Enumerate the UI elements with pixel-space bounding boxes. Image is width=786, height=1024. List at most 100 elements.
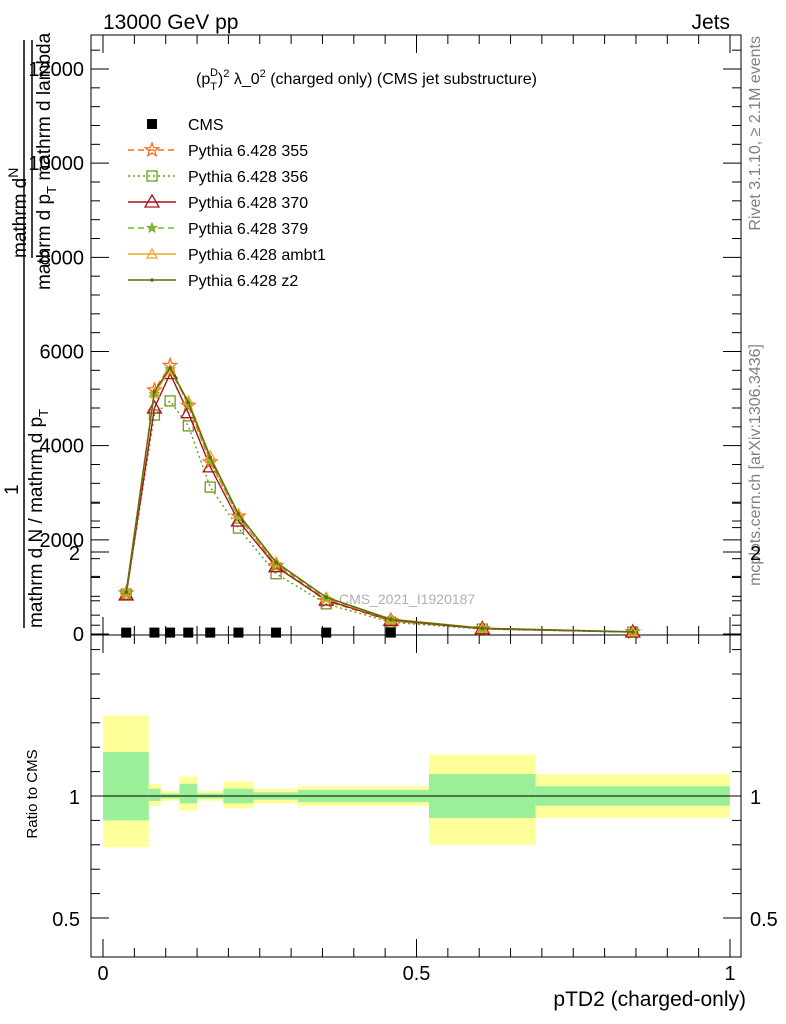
dot-marker: [480, 626, 485, 631]
cms-data-point: [205, 627, 216, 638]
ylabel-numer-dp: mathrm d p: [34, 194, 55, 290]
dot-marker: [124, 590, 128, 594]
main-y-tick-label: 12000: [28, 59, 84, 81]
cms-data-point: [121, 627, 132, 638]
title-sup3: 2: [260, 68, 266, 80]
main-y-tick-label: 4000: [40, 436, 85, 458]
cms-data-point: [271, 627, 282, 638]
ylabel-denom-text: mathrm d N / mathrm d pT: [26, 409, 51, 628]
square-marker: [270, 568, 282, 580]
ylabel-numer-N: N: [5, 168, 21, 178]
legend: CMS Pythia 6.428 355 Pythia 6.428 356 Pythi…: [128, 117, 326, 290]
x-axis-label: pTD2 (charged-only): [553, 988, 746, 1011]
title-end: (charged only) (CMS jet substructure): [266, 71, 537, 88]
square-marker: [204, 481, 216, 493]
cms-data-point: [385, 627, 396, 638]
triangle-marker: [146, 399, 163, 414]
open-triangle-marker: [148, 386, 161, 398]
plot-title: (pTD)2 λ_02 (charged only) (CMS jet subs…: [196, 67, 537, 93]
legend-label: Pythia 6.428 ambt1: [188, 247, 326, 264]
ratio-y-axis-label: Ratio to CMS: [24, 749, 41, 838]
ratio-band-inner: [148, 788, 161, 801]
dot-marker: [208, 455, 213, 460]
ratio-y-tick-label: 1: [69, 787, 80, 809]
open-triangle-marker: [204, 449, 217, 461]
x-tick-label: 1: [724, 963, 735, 985]
title-lead: (p: [196, 71, 210, 88]
ratio-y-tick-label-right: 1: [750, 787, 761, 809]
y-axis-label: mathrm dN mathrm d pT mathrm d lambda 1 …: [2, 32, 59, 628]
main-y-tick-label: 10000: [28, 153, 84, 175]
triangle-marker: [230, 512, 247, 527]
main-y-tick-label: 8000: [40, 247, 85, 269]
ratio-y-tick-label-right: 2: [750, 543, 761, 565]
cms-data-point: [321, 627, 332, 638]
dot-marker: [168, 366, 172, 370]
ratio-y-tick-label: 2: [69, 543, 80, 565]
legend-label: Pythia 6.428 370: [188, 195, 308, 212]
small-star-marker: [145, 221, 159, 234]
title-sup1: D: [210, 67, 218, 79]
energy-label: 13000 GeV pp: [103, 11, 238, 34]
x-axis: 0 0.5 1: [97, 35, 736, 985]
open-triangle-marker: [320, 591, 333, 602]
star-marker: [143, 141, 161, 158]
analysis-watermark: CMS_2021_I1920187: [339, 591, 475, 607]
cms-data-point: [165, 627, 176, 638]
ratio-bands: [103, 715, 730, 848]
dot-marker: [236, 512, 241, 516]
open-triangle-marker: [182, 394, 195, 406]
square-marker: [164, 395, 176, 407]
cms-data-point: [233, 627, 244, 638]
ratio-y-tick-label: 0.5: [52, 909, 80, 931]
title-sup2: 2: [223, 68, 229, 80]
ylabel-numer-denom: mathrm d pT mathrm d lambda: [34, 32, 59, 290]
open-triangle-marker: [145, 247, 159, 259]
open-triangle-marker: [270, 555, 283, 567]
main-y-tick-label: 0: [73, 624, 84, 646]
main-y-axis: 0 2000 4000 6000 8000 10000 12000: [28, 49, 741, 646]
ylabel-numer-d: mathrm d: [10, 178, 31, 258]
triangle-marker: [143, 193, 161, 208]
mcplots-info: mcplots.cern.ch [arXiv:1306.3436]: [747, 344, 764, 586]
x-tick-label: 0: [97, 963, 108, 985]
ylabel-numer-T: T: [44, 186, 59, 194]
main-y-tick-label: 6000: [40, 342, 85, 364]
open-triangle-marker: [232, 507, 245, 519]
ratio-y-tick-label-right: 0.5: [750, 909, 778, 931]
process-label: Jets: [691, 11, 730, 34]
ratio-band-inner: [103, 752, 149, 821]
cms-data-point: [183, 627, 194, 638]
legend-cms-marker: [147, 119, 157, 129]
main-y-tick-label: 2000: [40, 530, 85, 552]
x-tick-label: 0.5: [403, 963, 431, 985]
open-triangle-marker: [164, 363, 177, 375]
title-mid: ): [218, 71, 223, 88]
rivet-info: Rivet 3.1.10, ≥ 2.1M events: [747, 36, 764, 231]
dot-marker: [388, 617, 393, 622]
square-marker: [146, 170, 158, 182]
dot-marker: [152, 389, 157, 394]
legend-label: CMS: [188, 117, 224, 134]
dot-marker: [274, 560, 278, 565]
ratio-band-inner: [179, 783, 198, 804]
legend-label: Pythia 6.428 356: [188, 169, 308, 186]
series-layer: [117, 356, 642, 640]
series-5: [124, 366, 635, 634]
title-sub: T: [210, 81, 217, 93]
ylabel-denom-T: T: [36, 409, 51, 417]
open-triangle-marker: [120, 585, 133, 597]
legend-label: Pythia 6.428 355: [188, 143, 308, 160]
ylabel-numer-dl: mathrm d lambda: [34, 32, 55, 186]
title-tail: λ_0: [229, 71, 259, 88]
ratio-y-axis: 0.5 0.5 1 1 2 2: [52, 502, 778, 931]
cms-points: [121, 627, 396, 638]
ylabel-one: 1: [2, 484, 23, 495]
dot-marker: [150, 278, 154, 282]
ylabel-denom-a: mathrm d N / mathrm d p: [26, 417, 47, 628]
ylabel-numerator: mathrm dN: [5, 168, 31, 258]
cms-data-point: [149, 627, 160, 638]
dot-marker: [186, 400, 191, 405]
legend-label: Pythia 6.428 379: [188, 221, 308, 238]
